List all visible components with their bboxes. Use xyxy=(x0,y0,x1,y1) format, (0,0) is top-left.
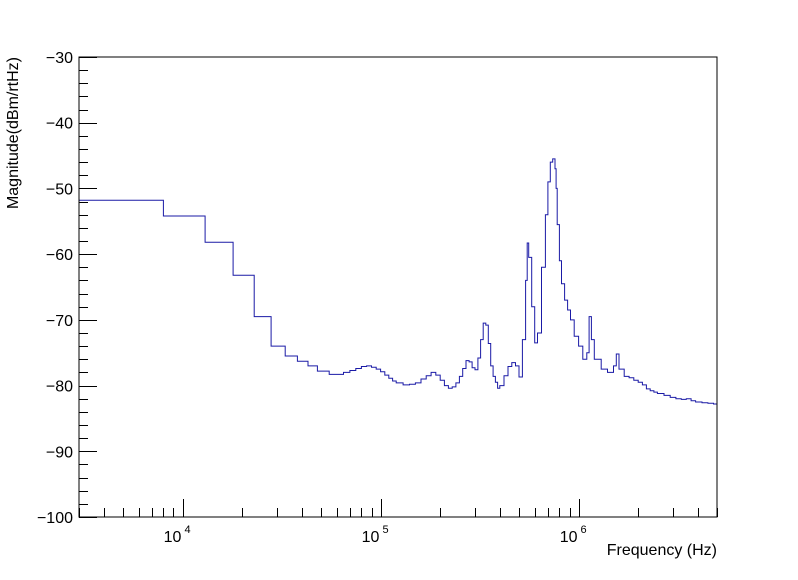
y-tick-label: −70 xyxy=(46,313,73,330)
plot-frame xyxy=(78,56,718,518)
x-tick-label: 10 xyxy=(164,529,182,546)
y-tick-label: −90 xyxy=(46,444,73,461)
y-tick-label: −80 xyxy=(46,379,73,396)
x-tick-label-exponent: 4 xyxy=(184,524,190,536)
series-line xyxy=(79,158,718,406)
y-tick-label: −40 xyxy=(46,116,73,133)
y-tick-label: −30 xyxy=(46,50,73,67)
y-axis-label: Magnitude(dBm/rtHz) xyxy=(5,57,22,209)
x-tick-label: 10 xyxy=(362,529,380,546)
x-axis-label: Frequency (Hz) xyxy=(607,542,717,559)
y-tick-label: −100 xyxy=(37,510,73,527)
x-tick-label: 10 xyxy=(560,529,578,546)
x-tick-label-exponent: 6 xyxy=(581,524,587,536)
y-tick-label: −60 xyxy=(46,247,73,264)
y-tick-label: −50 xyxy=(46,181,73,198)
tick-marks xyxy=(79,57,718,518)
x-tick-label-exponent: 5 xyxy=(383,524,389,536)
